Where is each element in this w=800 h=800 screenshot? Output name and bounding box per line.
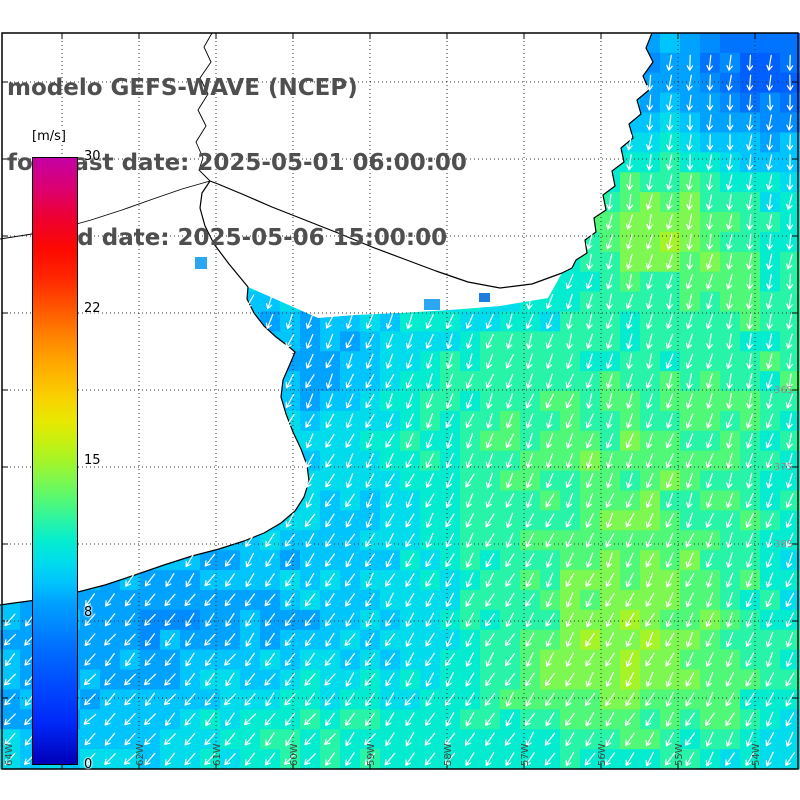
wind-arrows <box>3 54 795 767</box>
latitude-label: 36S <box>774 385 793 396</box>
latitude-labels: 36S 37S 38S <box>774 385 793 550</box>
longitude-label: 64W <box>4 743 15 766</box>
longitude-label: 57W <box>520 743 531 766</box>
longitude-label: 58W <box>443 743 454 766</box>
colorbar-tick-label: 0 <box>84 757 93 772</box>
coastline <box>0 32 654 606</box>
colorbar-tick-label: 22 <box>84 301 101 316</box>
longitude-label: 59W <box>366 743 377 766</box>
land <box>0 33 653 605</box>
colorbar-unit-label: [m/s] <box>30 129 68 144</box>
model-title: modelo GEFS-WAVE (NCEP) <box>7 75 358 101</box>
longitude-label: 56W <box>597 743 608 766</box>
colorbar-tick-label: 15 <box>84 453 101 468</box>
longitude-label: 60W <box>289 743 300 766</box>
longitude-labels: 64W63W62W61W60W59W58W57W56W55W54W <box>4 743 762 766</box>
map-frame <box>1 32 799 770</box>
latitude-label: 38S <box>774 539 793 550</box>
longitude-label: 61W <box>212 743 223 766</box>
grid-lines <box>2 33 798 769</box>
latitude-label: 37S <box>774 462 793 473</box>
forecast-date: forecast date: 2025-05-01 06:00:00 <box>7 150 467 176</box>
longitude-label: 55W <box>674 743 685 766</box>
longitude-label: 54W <box>751 743 762 766</box>
colorbar-tick-label: 30 <box>84 149 101 164</box>
colorbar-gradient <box>32 157 78 765</box>
colorbar-tick-label: 8 <box>84 605 93 620</box>
lagoons <box>195 257 490 310</box>
longitude-label: 62W <box>135 743 146 766</box>
